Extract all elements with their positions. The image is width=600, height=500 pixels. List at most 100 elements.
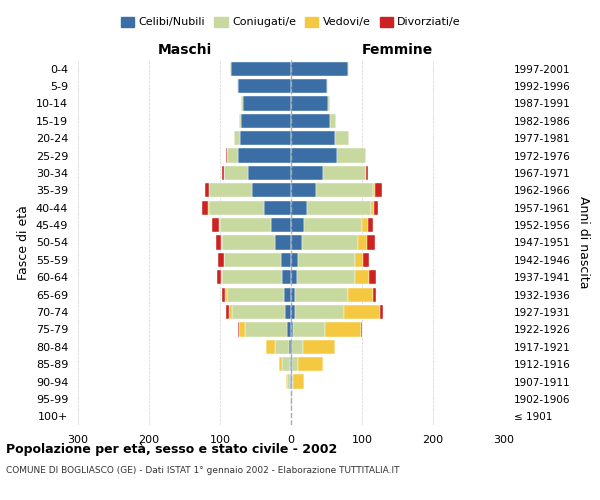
Bar	[330, 114, 336, 128]
Y-axis label: Anni di nascita: Anni di nascita	[577, 196, 590, 289]
Bar	[222, 270, 283, 284]
Bar	[365, 166, 366, 180]
Bar	[283, 357, 290, 372]
Bar	[366, 166, 368, 180]
Bar	[380, 305, 383, 319]
Bar	[335, 131, 349, 146]
Bar	[208, 200, 209, 215]
Bar	[252, 183, 291, 198]
Bar	[221, 236, 222, 250]
Bar	[355, 253, 364, 267]
Bar	[212, 218, 219, 232]
Bar	[230, 62, 291, 76]
Bar	[224, 166, 248, 180]
Bar	[295, 288, 348, 302]
Text: Femmine: Femmine	[362, 44, 433, 58]
Bar	[222, 288, 225, 302]
Bar	[292, 340, 303, 354]
Bar	[232, 305, 286, 319]
Bar	[291, 288, 295, 302]
Bar	[374, 200, 379, 215]
Bar	[241, 96, 243, 110]
Bar	[291, 305, 295, 319]
Bar	[291, 236, 302, 250]
Bar	[304, 218, 362, 232]
Bar	[275, 236, 291, 250]
Bar	[316, 183, 373, 198]
Bar	[371, 200, 374, 215]
Y-axis label: Fasce di età: Fasce di età	[17, 205, 31, 280]
Bar	[239, 114, 241, 128]
Text: COMUNE DI BOGLIASCO (GE) - Dati ISTAT 1° gennaio 2002 - Elaborazione TUTTITALIA.: COMUNE DI BOGLIASCO (GE) - Dati ISTAT 1°…	[6, 466, 400, 475]
Bar	[293, 322, 325, 336]
Bar	[217, 270, 221, 284]
Bar	[326, 79, 328, 93]
Bar	[227, 288, 284, 302]
Bar	[216, 236, 221, 250]
Bar	[224, 253, 281, 267]
Bar	[229, 305, 232, 319]
Bar	[238, 79, 291, 93]
Bar	[307, 200, 371, 215]
Bar	[266, 340, 275, 354]
Bar	[361, 322, 362, 336]
Bar	[286, 305, 291, 319]
Bar	[291, 392, 292, 406]
Bar	[323, 166, 365, 180]
Bar	[291, 148, 337, 162]
Bar	[238, 148, 291, 162]
Bar	[296, 270, 355, 284]
Bar	[355, 270, 369, 284]
Bar	[367, 236, 376, 250]
Bar	[291, 131, 335, 146]
Bar	[289, 340, 291, 354]
Bar	[291, 114, 330, 128]
Bar	[293, 374, 304, 388]
Bar	[291, 200, 307, 215]
Bar	[373, 288, 376, 302]
Bar	[239, 322, 245, 336]
Bar	[275, 340, 289, 354]
Bar	[291, 183, 316, 198]
Bar	[358, 236, 367, 250]
Bar	[219, 218, 220, 232]
Bar	[205, 183, 209, 198]
Bar	[348, 62, 349, 76]
Bar	[303, 340, 335, 354]
Bar	[225, 288, 227, 302]
Bar	[283, 270, 291, 284]
Bar	[364, 253, 369, 267]
Bar	[373, 183, 375, 198]
Bar	[284, 288, 291, 302]
Bar	[325, 322, 361, 336]
Bar	[202, 200, 208, 215]
Bar	[368, 218, 373, 232]
Bar	[291, 374, 292, 388]
Bar	[291, 253, 298, 267]
Bar	[291, 357, 292, 372]
Bar	[291, 340, 292, 354]
Bar	[234, 131, 240, 146]
Bar	[227, 148, 238, 162]
Bar	[241, 114, 291, 128]
Bar	[375, 183, 382, 198]
Bar	[291, 270, 296, 284]
Bar	[337, 148, 365, 162]
Bar	[290, 357, 291, 372]
Bar	[291, 322, 293, 336]
Legend: Celibi/Nubili, Coniugati/e, Vedovi/e, Divorziati/e: Celibi/Nubili, Coniugati/e, Vedovi/e, Di…	[119, 14, 463, 30]
Bar	[344, 305, 380, 319]
Bar	[222, 236, 275, 250]
Bar	[209, 183, 252, 198]
Bar	[264, 200, 291, 215]
Bar	[245, 322, 287, 336]
Bar	[286, 374, 287, 388]
Bar	[298, 357, 323, 372]
Bar	[218, 253, 224, 267]
Bar	[281, 253, 291, 267]
Bar	[226, 148, 227, 162]
Bar	[291, 62, 348, 76]
Bar	[295, 305, 344, 319]
Bar	[328, 96, 330, 110]
Bar	[287, 322, 291, 336]
